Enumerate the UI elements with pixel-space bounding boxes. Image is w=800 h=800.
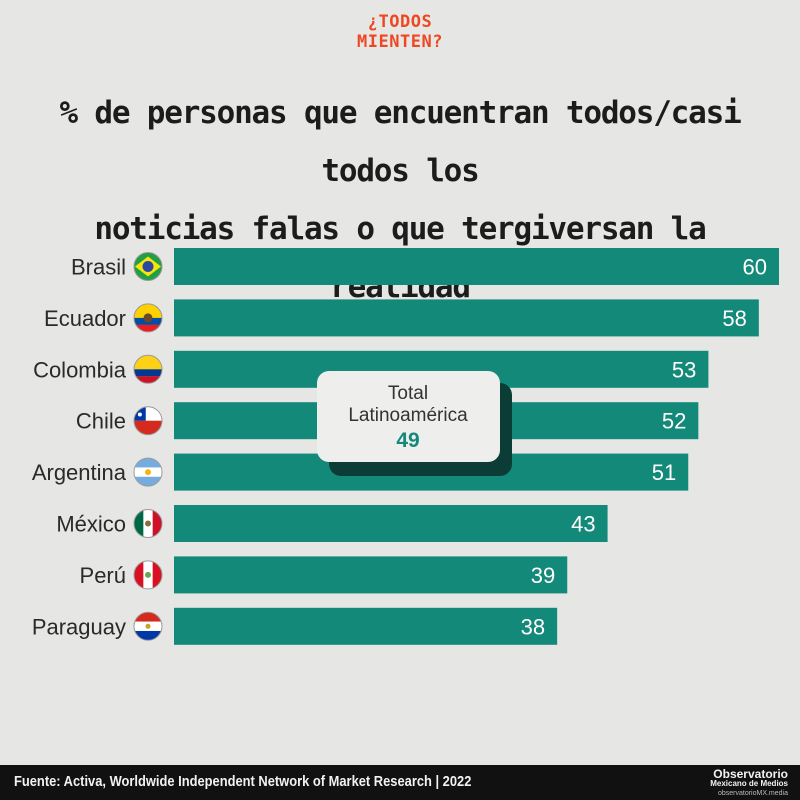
argentina-flag-icon [133, 457, 163, 487]
bar-value-label: 53 [672, 357, 696, 382]
bar [174, 299, 759, 337]
bar-value-label: 39 [531, 563, 555, 588]
bar [174, 505, 608, 542]
category-label: Argentina [32, 460, 127, 485]
source-note: Fuente: Activa, Worldwide Independent Ne… [14, 773, 472, 790]
ecuador-flag-icon [133, 303, 163, 333]
kicker-line-1: ¿TODOS [367, 12, 433, 32]
brazil-flag-icon [133, 252, 163, 281]
category-label: Chile [76, 409, 126, 434]
category-label: Ecuador [44, 306, 126, 331]
peru-flag-icon [133, 560, 163, 590]
category-label: Paraguay [32, 614, 126, 639]
paraguay-flag-icon [133, 611, 163, 641]
chile-flag-icon [133, 406, 163, 436]
bar [174, 248, 779, 285]
bar-row: 39 Perú [80, 556, 568, 594]
callout-label-line-1: Total [388, 383, 428, 404]
bar-value-label: 38 [521, 614, 545, 639]
bar [174, 607, 558, 645]
bar-row: 38 Paraguay [32, 607, 558, 645]
mexico-flag-icon [133, 509, 163, 538]
category-label: México [56, 512, 126, 537]
category-label: Brasil [71, 255, 126, 280]
bar-row: 58 Ecuador [44, 299, 759, 337]
category-label: Colombia [33, 357, 127, 382]
bar [174, 556, 568, 594]
colombia-flag-icon [133, 354, 163, 384]
category-label: Perú [80, 563, 126, 588]
logo-line-3: observatorioMX.media [717, 790, 788, 797]
bar-value-label: 43 [571, 512, 595, 537]
bar-value-label: 52 [662, 409, 686, 434]
logo-line-2: Mexicano de Medios [710, 779, 788, 788]
kicker-line-2: MIENTEN? [357, 32, 443, 52]
logo-line-1: Observatorio [713, 767, 788, 781]
callout-value: 49 [396, 429, 419, 452]
callout-box [317, 371, 500, 462]
bar-chart: 60 Brasil 58 Ecuador 53 Colombia 52 Chile 51 Arge… [32, 248, 779, 645]
bar-row: 60 Brasil [71, 248, 779, 285]
bar-row: 43 México [56, 505, 608, 542]
footer: Fuente: Activa, Worldwide Independent Ne… [0, 765, 800, 800]
bar-value-label: 58 [722, 306, 746, 331]
bar-value-label: 60 [743, 255, 767, 280]
brand-logo: Observatorio Mexicano de Medios observat… [710, 767, 788, 799]
kicker: ¿TODOS MIENTEN? [0, 12, 800, 52]
bar-value-label: 51 [652, 460, 676, 485]
callout-label-line-2: Latinoamérica [348, 405, 468, 426]
chart-title-line-1: % de personas que encuentran todos/casi … [59, 95, 741, 189]
